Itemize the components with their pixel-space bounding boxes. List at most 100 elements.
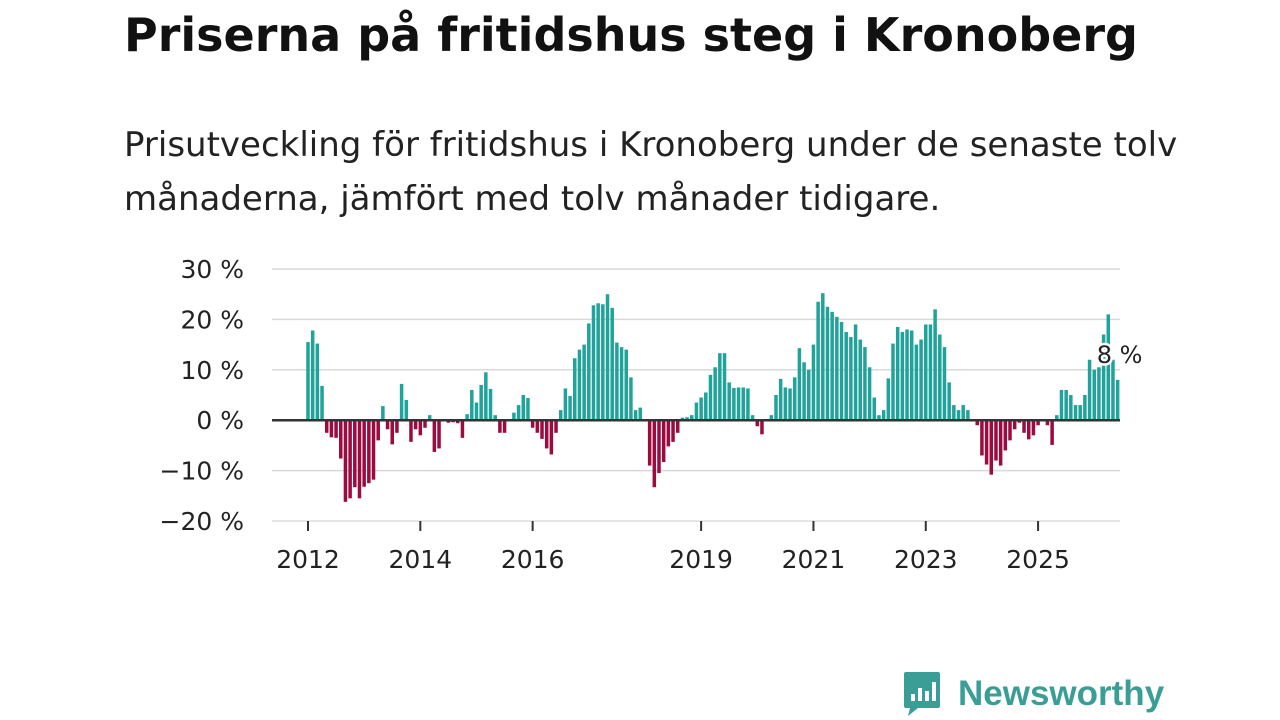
bar [474, 402, 479, 421]
bar [713, 367, 717, 421]
bar [484, 372, 488, 421]
bar [849, 337, 853, 421]
bar [867, 367, 872, 421]
bar [895, 326, 900, 421]
bar [666, 420, 671, 447]
bar [479, 384, 483, 421]
bar-chart: 30 %20 %10 %0 %−10 %−20 % 2012 2014 2016 20… [159, 255, 1143, 574]
bar [1073, 405, 1078, 421]
bar [792, 377, 797, 421]
bar [353, 420, 357, 488]
bar [610, 307, 614, 421]
bar [980, 420, 984, 456]
bar [399, 383, 404, 421]
bar [633, 410, 638, 421]
bar [512, 412, 516, 421]
bar [357, 420, 362, 499]
bar [732, 387, 736, 421]
bar [886, 378, 891, 421]
bar [807, 369, 811, 421]
bar [409, 420, 413, 442]
bar [909, 330, 914, 421]
bar [306, 342, 310, 421]
x-tick-label: 2014 [389, 545, 453, 574]
bars [306, 293, 1120, 502]
bar [750, 415, 755, 421]
bar [535, 420, 540, 433]
bar [320, 385, 324, 421]
x-tick-label: 2016 [501, 545, 565, 574]
bar [1045, 420, 1050, 426]
bar [760, 420, 764, 435]
bar [872, 397, 877, 421]
bar [573, 358, 577, 421]
bar [1036, 420, 1040, 426]
bar [905, 329, 909, 421]
bar [652, 420, 657, 488]
bar [605, 294, 610, 421]
bar [1012, 420, 1017, 430]
bar [825, 306, 830, 421]
bar [881, 410, 886, 421]
bar [418, 420, 423, 436]
bar [624, 349, 628, 421]
bar [699, 397, 703, 421]
bar [526, 398, 530, 421]
chart-bubble-icon [904, 672, 940, 716]
bar [891, 343, 895, 421]
bar [788, 388, 792, 421]
bar [783, 387, 788, 421]
bar [413, 420, 418, 430]
bar [671, 420, 675, 442]
bar [549, 420, 554, 455]
bar [465, 414, 469, 421]
x-tick-label: 2025 [1006, 545, 1070, 574]
bar [1083, 395, 1087, 421]
bar [914, 344, 919, 421]
bar [928, 324, 933, 421]
bar [530, 420, 535, 428]
bar [582, 344, 586, 421]
bar [544, 420, 549, 449]
bar [989, 420, 994, 475]
bar [502, 420, 507, 433]
bar [446, 420, 451, 423]
bar [966, 410, 970, 421]
bar [1003, 420, 1008, 451]
x-tick-label: 2023 [894, 545, 958, 574]
bar [708, 374, 713, 421]
bar [577, 349, 582, 421]
bar [942, 347, 947, 421]
bar [947, 382, 951, 421]
bar [362, 420, 366, 487]
bar [1017, 420, 1022, 423]
bar [1059, 389, 1064, 421]
bar [924, 324, 928, 421]
bar [778, 378, 783, 421]
bar [493, 415, 497, 421]
bar [563, 388, 568, 421]
bar [1115, 379, 1120, 421]
bar [816, 301, 820, 421]
bar [460, 420, 465, 438]
bar [690, 415, 694, 421]
bar [661, 420, 666, 463]
bar [521, 395, 526, 421]
bar [1111, 359, 1115, 421]
bar [694, 402, 699, 421]
bar [348, 420, 352, 499]
bar [343, 420, 348, 502]
y-tick-label: 20 % [180, 305, 244, 334]
bar [339, 420, 343, 459]
bar [844, 332, 848, 421]
last-value-label: 8 % [1097, 341, 1143, 369]
bar [919, 339, 923, 421]
bar [1097, 367, 1101, 421]
bar [984, 420, 989, 465]
bar [427, 415, 432, 421]
bar [938, 334, 942, 421]
bar [774, 395, 778, 421]
bar [404, 400, 409, 421]
bar [1055, 415, 1059, 421]
bar [488, 388, 493, 421]
